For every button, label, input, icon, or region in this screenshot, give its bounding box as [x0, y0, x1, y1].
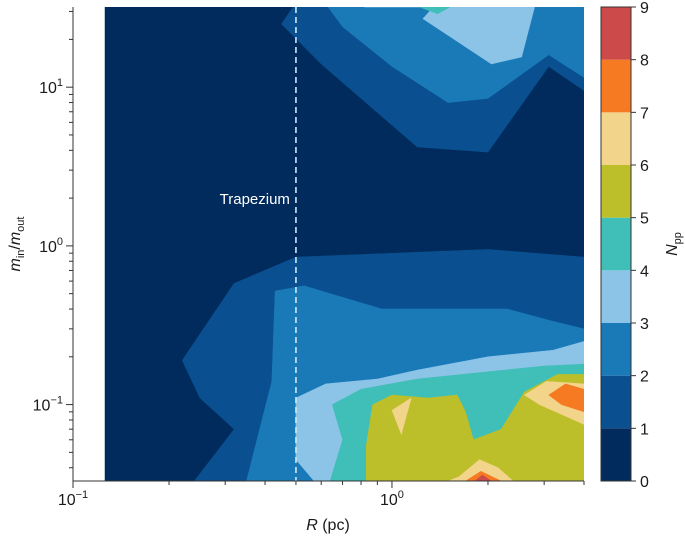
- y-axis-den-sub: out: [15, 217, 27, 232]
- y-axis-label: min/mout: [7, 217, 27, 272]
- colorbar-tick-label: 7: [640, 105, 649, 122]
- x-axis-var: R: [306, 517, 318, 534]
- colorbar-swatch-6: [601, 112, 631, 165]
- colorbar-swatch-1: [601, 375, 631, 429]
- contour-fill-level-8: [474, 474, 492, 481]
- colorbar: 0 1 2 3 4 5 6 7 8 9 Npp: [600, 0, 684, 491]
- colorbar-swatch-8: [601, 7, 631, 60]
- x-axis-label: R (pc): [306, 517, 350, 534]
- colorbar-tick-label: 2: [640, 369, 649, 386]
- colorbar-tick-label: 9: [640, 0, 649, 17]
- x-tick-label: 100: [380, 489, 404, 509]
- colorbar-tick-label: 6: [640, 158, 649, 175]
- trapezium-label: Trapezium: [220, 191, 290, 208]
- colorbar-ticks: 0 1 2 3 4 5 6 7 8 9: [631, 0, 649, 491]
- colorbar-swatch-4: [601, 217, 631, 271]
- colorbar-tick-label: 0: [640, 474, 649, 491]
- colorbar-tick-label: 8: [640, 53, 649, 70]
- y-axis-num-sub: in: [15, 250, 27, 259]
- y-ticks: 10−1 100 101: [33, 10, 73, 469]
- contour-fill-level-6: [448, 459, 514, 481]
- colorbar-swatch-7: [601, 59, 631, 113]
- contour-fill-level-6: [391, 397, 412, 436]
- colorbar-swatches: [601, 7, 631, 481]
- x-axis-unit: (pc): [318, 517, 350, 534]
- axes: 10−1 100 10−1 100 101 R (pc) min/mout: [7, 7, 585, 534]
- colorbar-swatch-3: [601, 270, 631, 323]
- colorbar-swatch-2: [601, 323, 631, 376]
- colorbar-tick-label: 5: [640, 211, 649, 228]
- y-tick-label: 101: [39, 77, 63, 97]
- x-ticks: 10−1 100: [58, 481, 585, 509]
- colorbar-label-sub: pp: [672, 232, 684, 244]
- colorbar-label-var: N: [664, 244, 681, 256]
- contour-fill-level-7: [548, 383, 584, 413]
- contour-fills: [104, 7, 584, 481]
- contour-fill-level-4: [419, 7, 451, 15]
- colorbar-label: Npp: [664, 232, 684, 256]
- colorbar-tick-label: 4: [640, 263, 649, 280]
- y-axis-num: m: [7, 258, 24, 271]
- y-tick-label: 100: [39, 236, 63, 256]
- y-tick-label: 10−1: [33, 395, 63, 415]
- colorbar-swatch-0: [601, 428, 631, 481]
- colorbar-tick-label: 1: [640, 421, 649, 438]
- colorbar-tick-label: 3: [640, 316, 649, 333]
- x-tick-label: 10−1: [58, 489, 88, 509]
- colorbar-swatch-5: [601, 165, 631, 218]
- y-axis-den: m: [7, 232, 24, 245]
- colorbar-frame: [600, 6, 632, 482]
- plot-area: Trapezium: [104, 7, 584, 481]
- contour-fill-level-3: [364, 7, 535, 65]
- contour-fill-level-5: [365, 374, 584, 481]
